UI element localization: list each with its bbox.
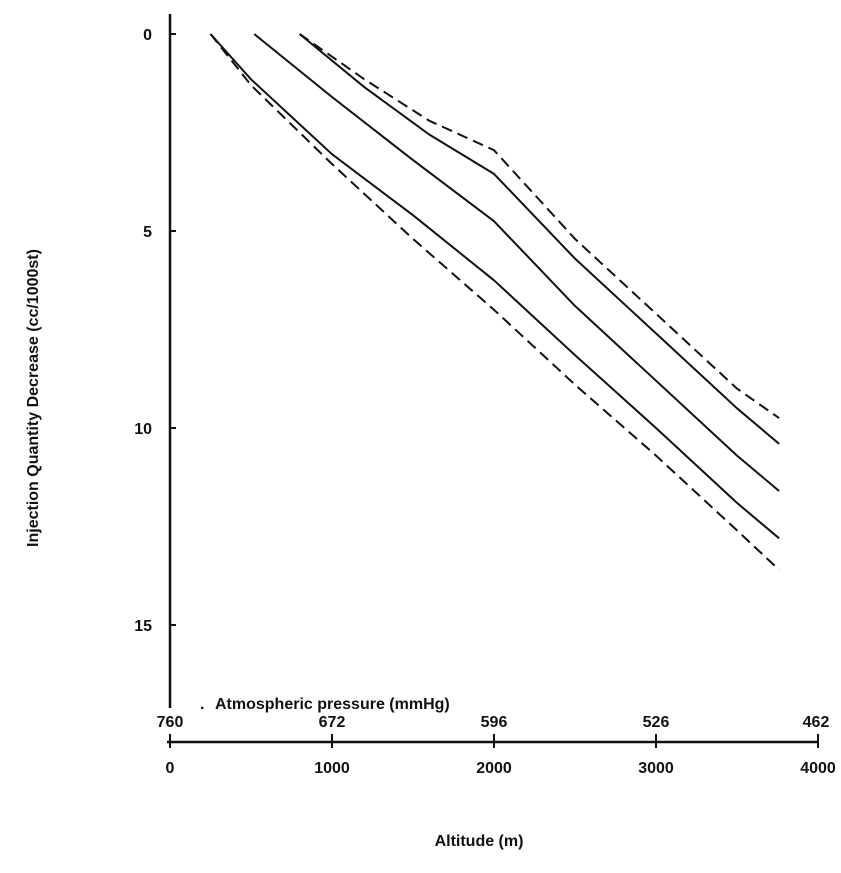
pressure-axis-label: Atmospheric pressure (mmHg) (215, 696, 450, 713)
x-tick-label: 4000 (800, 760, 836, 777)
y-tick-label: 15 (134, 618, 152, 635)
series (209, 33, 780, 571)
y-tick-label: 5 (143, 224, 152, 241)
series-line-4 (298, 33, 780, 445)
x-tick-label: 2000 (476, 760, 512, 777)
axes (167, 14, 818, 744)
y-tick-label: 0 (143, 27, 152, 44)
pressure-tick-label: 462 (803, 714, 830, 731)
pressure-tick-label: 760 (157, 714, 184, 731)
series-line-3 (253, 33, 780, 492)
x-ticks: 0 1000 2000 3000 4000 760 672 596 526 462 (157, 714, 836, 777)
pressure-axis-note-marker: . (200, 696, 204, 713)
pressure-tick-label: 596 (481, 714, 508, 731)
series-line-5 (299, 33, 780, 419)
x-tick-label: 1000 (314, 760, 350, 777)
pressure-tick-label: 672 (319, 714, 346, 731)
y-ticks: 0 5 10 15 (134, 27, 176, 635)
series-line-1 (209, 33, 780, 571)
y-tick-label: 10 (134, 421, 152, 438)
y-axis-title: Injection Quantity Decrease (cc/1000st) (25, 249, 42, 547)
x-axis-title: Altitude (m) (435, 833, 524, 850)
series-line-2 (209, 33, 780, 540)
pressure-tick-label: 526 (643, 714, 670, 731)
x-tick-label: 0 (166, 760, 175, 777)
x-tick-label: 3000 (638, 760, 674, 777)
